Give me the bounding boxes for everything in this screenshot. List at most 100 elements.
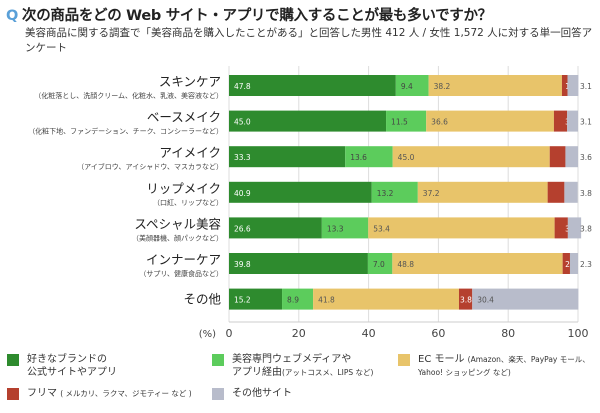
legend-label: EC モール xyxy=(418,354,465,365)
bar-segment xyxy=(562,253,570,274)
data-label: 11.5 xyxy=(391,118,408,127)
data-label: 3.1 xyxy=(580,82,592,91)
bar-segment xyxy=(417,181,548,203)
bar-segment xyxy=(371,181,418,203)
bar-segment xyxy=(367,253,393,274)
bar-segment xyxy=(395,75,429,96)
title-text: 次の商品をどの Web サイト・アプリで購入することが最も多いですか？ xyxy=(22,8,492,24)
data-label: 2.3 xyxy=(580,260,592,269)
data-label: 48.8 xyxy=(397,260,414,269)
bar-segment xyxy=(569,253,578,274)
legend-label: フリマ xyxy=(27,388,57,399)
x-tick-label: 20 xyxy=(292,327,306,340)
data-label: 53.4 xyxy=(373,224,390,233)
legend-swatch xyxy=(398,354,410,366)
bar-segment xyxy=(553,110,568,132)
bar-segment xyxy=(567,217,582,239)
data-label: 9.4 xyxy=(401,82,413,91)
data-label: 13.3 xyxy=(327,224,344,233)
bar-segment xyxy=(392,146,550,168)
category-note: （化粧落とし、洗顔クリーム、化粧水、乳液、美容液など） xyxy=(34,91,223,100)
category-note: （アイブロウ、アイシャドウ、マスカラなど） xyxy=(77,162,223,171)
legend-label: アプリ経由 xyxy=(232,367,282,378)
bar-segment xyxy=(567,75,579,96)
subtitle: 美容商品に関する調査で「美容商品を購入したことがある」と回答した男性 412 人… xyxy=(25,27,593,54)
bar-segment xyxy=(229,110,387,132)
data-label: 33.3 xyxy=(234,153,251,162)
bar-segment xyxy=(313,288,459,310)
legend-note: (アットコスメ、LIPS など) xyxy=(282,368,374,377)
category-note: （化粧下地、ファンデーション、チーク、コンシーラーなど） xyxy=(28,127,223,136)
data-label: 38.2 xyxy=(434,82,451,91)
bar-segment xyxy=(428,75,562,96)
data-label: 3.8 xyxy=(460,296,472,305)
bar-segment xyxy=(229,253,368,274)
data-label: 13.6 xyxy=(350,153,367,162)
q-mark: Q xyxy=(6,8,19,24)
category-label: スペシャル美容 xyxy=(134,216,221,231)
data-label: 3.1 xyxy=(580,118,592,127)
data-label: 13.2 xyxy=(377,189,394,198)
bar-segment xyxy=(229,217,322,239)
category-label: リップメイク xyxy=(146,181,221,196)
bar-segment xyxy=(321,217,369,239)
data-label: 36.6 xyxy=(431,118,448,127)
bar-segment xyxy=(547,181,565,203)
category-note: （サプリ、健康食品など） xyxy=(139,269,223,278)
data-label: 45.0 xyxy=(234,118,251,127)
bar-segment xyxy=(345,146,393,168)
category-label: ベースメイク xyxy=(147,110,221,125)
bar-segment xyxy=(392,253,563,274)
legend-label: 公式サイトやアプリ xyxy=(27,367,117,378)
category-label: その他 xyxy=(183,292,221,307)
bar-segment xyxy=(386,110,427,132)
data-label: 40.9 xyxy=(234,189,251,198)
data-label: 30.4 xyxy=(477,296,494,305)
legend-swatch xyxy=(7,388,19,400)
data-label: 45.0 xyxy=(398,153,415,162)
legend-label: その他サイト xyxy=(232,388,292,399)
x-tick-label: 80 xyxy=(501,327,515,340)
bar-segment xyxy=(229,181,372,203)
data-label: 39.8 xyxy=(234,260,251,269)
legend-swatch xyxy=(212,388,224,400)
data-label: 3.8 xyxy=(580,224,592,233)
bar-segment xyxy=(426,110,554,132)
category-label: スキンケア xyxy=(159,74,221,89)
data-label: 15.2 xyxy=(234,296,251,305)
x-tick-label: 40 xyxy=(362,327,376,340)
data-label: 26.6 xyxy=(234,224,251,233)
data-label: 7.0 xyxy=(373,260,385,269)
bar-segment xyxy=(549,146,566,168)
legend-note: (Amazon、楽天、PayPay モール、 xyxy=(467,355,590,364)
bar-segment xyxy=(229,288,283,310)
data-label: 8.9 xyxy=(287,296,299,305)
legend-swatch xyxy=(7,354,19,366)
category-label: アイメイク xyxy=(159,145,221,160)
bar-segment xyxy=(229,75,396,96)
bar-segment xyxy=(368,217,555,239)
x-tick-label: 60 xyxy=(431,327,445,340)
legend-note: ( メルカリ、ラクマ、ジモティー など ) xyxy=(60,389,192,398)
bar-segment xyxy=(567,110,578,132)
bar-segment xyxy=(229,146,346,168)
legend-swatch xyxy=(212,354,224,366)
category-note: （美顔器機、顔パックなど） xyxy=(132,233,223,242)
data-label: 47.8 xyxy=(234,82,251,91)
data-label: 37.2 xyxy=(423,189,440,198)
bar-segment xyxy=(565,146,578,168)
data-label: 41.8 xyxy=(318,296,335,305)
data-label: 3.8 xyxy=(580,189,592,198)
stacked-bar-chart: 0 20 40 60 80 100 (%) スキンケア （化粧落とし、洗顔クリーム、化粧水、乳液… xyxy=(28,66,592,340)
bar-segment xyxy=(561,75,568,96)
bar-segment xyxy=(458,288,473,310)
legend-label: 好きなブランドの xyxy=(27,354,107,365)
x-tick-label: 0 xyxy=(226,327,233,340)
bar-segment xyxy=(564,181,578,203)
bar-segment xyxy=(554,217,568,239)
question-title: Q 次の商品をどの Web サイト・アプリで購入することが最も多いですか？ xyxy=(6,4,492,25)
legend-note: Yahoo! ショッピング など) xyxy=(418,368,511,377)
category-note: （口紅、リップなど） xyxy=(153,198,223,207)
legend-label: 美容専門ウェブメディアや xyxy=(232,354,352,365)
category-label: インナーケア xyxy=(146,252,221,267)
